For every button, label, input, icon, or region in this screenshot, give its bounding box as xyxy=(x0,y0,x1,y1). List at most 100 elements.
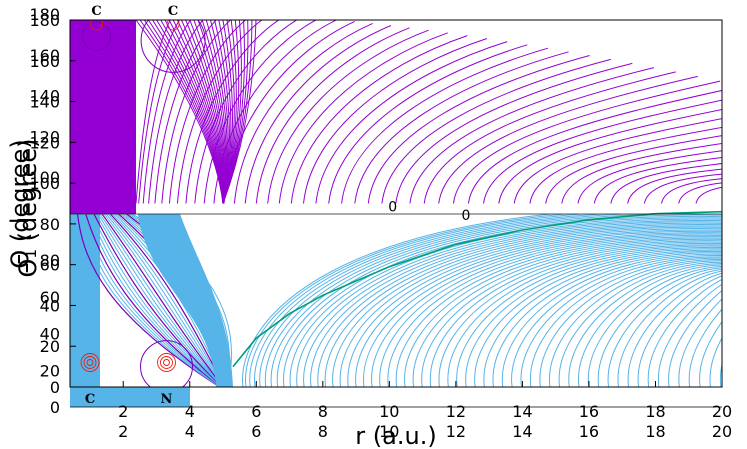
lower-series-line xyxy=(658,283,722,387)
x-tick-label-upper: 8 xyxy=(318,402,328,421)
lower-series-line xyxy=(249,214,590,387)
lower-series xyxy=(242,214,747,387)
lower-series-line xyxy=(421,241,722,387)
upper-series-line xyxy=(610,163,722,204)
lower-series-line xyxy=(438,244,722,387)
lower-series-line xyxy=(264,214,722,387)
atom-core-ring xyxy=(166,20,180,31)
lower-series-line xyxy=(317,223,722,387)
upper-series-line xyxy=(138,20,181,204)
lower-series-line xyxy=(539,259,722,387)
lower-series-line xyxy=(492,252,722,387)
left-band-line xyxy=(97,214,224,387)
upper-series-line xyxy=(513,118,722,204)
lower-series-line xyxy=(501,253,722,387)
atom-core-ring xyxy=(90,20,104,31)
region-fill-upper-left xyxy=(70,20,136,214)
atom-label-bottom: N xyxy=(161,392,173,407)
lower-series-line xyxy=(617,270,722,387)
upper-series-line xyxy=(290,35,468,204)
left-band-line xyxy=(105,214,225,387)
upper-series-line xyxy=(315,41,508,204)
lower-series-line xyxy=(429,242,722,387)
y-axis-label-overlay: Θ₁ (degree) xyxy=(14,139,42,278)
y-tick-label-lower: 40 xyxy=(40,325,60,344)
upper-series-line xyxy=(185,20,280,204)
upper-series-line xyxy=(545,135,722,204)
upper-series-line xyxy=(529,126,722,204)
lower-series-line xyxy=(387,236,722,387)
lower-series-line xyxy=(310,222,722,387)
lower-series-line xyxy=(699,320,722,387)
left-band-line xyxy=(107,214,225,387)
lower-series-line xyxy=(379,234,722,387)
atom-label-top: C xyxy=(91,4,101,19)
x-tick-label-upper: 18 xyxy=(645,402,665,421)
lower-series-line xyxy=(668,289,722,387)
upper-series-line xyxy=(278,32,448,204)
left-band-line xyxy=(89,214,222,387)
lower-series-line xyxy=(647,278,722,387)
upper-series-line xyxy=(341,47,549,204)
left-band-line xyxy=(81,214,221,387)
upper-series-line xyxy=(154,20,217,204)
upper-series-line xyxy=(233,22,373,204)
lower-series-line xyxy=(688,308,722,387)
y-tick-label: 180 xyxy=(29,11,60,30)
x-tick-label-upper: 6 xyxy=(251,402,261,421)
upper-series-line xyxy=(577,150,722,204)
lower-series-line xyxy=(355,230,722,387)
atom-core-ring xyxy=(160,356,173,369)
x-tick-label-upper: 12 xyxy=(446,402,466,421)
lower-series-line xyxy=(607,269,722,387)
contour-label: 0 xyxy=(461,208,470,224)
upper-series xyxy=(82,20,722,204)
region-fill-lower-left xyxy=(70,214,100,387)
upper-series-line xyxy=(678,182,722,204)
x-tick-label: 14 xyxy=(512,422,532,441)
upper-series-line xyxy=(381,58,611,204)
left-band-line xyxy=(76,214,221,387)
atom-core-ring xyxy=(83,356,97,369)
left-band-fill xyxy=(137,214,233,387)
x-tick-label: 12 xyxy=(446,422,466,441)
x-tick-label-upper: 2 xyxy=(118,402,128,421)
lower-series-line xyxy=(245,214,571,387)
lower-series-line xyxy=(549,260,722,387)
axis-ticks: 2244668810101212141416161818202002040608… xyxy=(29,5,732,441)
lower-series-line xyxy=(474,249,722,387)
atom-core-ring xyxy=(163,359,170,366)
atom-label-top: C xyxy=(168,4,178,19)
lower-series-line xyxy=(404,238,722,387)
left-band-line xyxy=(91,214,223,387)
upper-series-line xyxy=(498,108,722,204)
contour-labels: 00 xyxy=(388,200,470,224)
y-tick-label-upper: 140 xyxy=(29,87,60,106)
upper-series-line xyxy=(452,80,721,204)
x-tick-label: 10 xyxy=(379,422,399,441)
y-tick-label: 80 xyxy=(40,215,60,234)
upper-series-line xyxy=(222,20,257,204)
left-band-line xyxy=(95,214,223,387)
upper-series-line xyxy=(661,178,722,204)
y-tick-label: 40 xyxy=(40,296,60,315)
y-tick-label: 160 xyxy=(29,52,60,71)
x-tick-label: 6 xyxy=(251,422,261,441)
atom-label-bottom: C xyxy=(85,392,95,407)
lower-series-line xyxy=(720,362,722,387)
atom-orbits xyxy=(80,20,180,372)
y-tick-label-upper: 160 xyxy=(29,46,60,65)
x-tick-label: 8 xyxy=(318,422,328,441)
upper-series-line xyxy=(593,156,722,204)
atom-core-ring xyxy=(157,353,176,372)
lower-series-line xyxy=(597,267,722,387)
lower-series-line xyxy=(558,261,722,387)
upper-orbit-ring xyxy=(82,21,112,51)
upper-orbit-ring xyxy=(140,20,206,73)
lower-series-line xyxy=(637,275,722,387)
lower-series-line xyxy=(731,285,747,387)
upper-series-line xyxy=(467,89,722,204)
y-tick-label: 140 xyxy=(29,93,60,112)
lower-series-line xyxy=(627,272,722,387)
